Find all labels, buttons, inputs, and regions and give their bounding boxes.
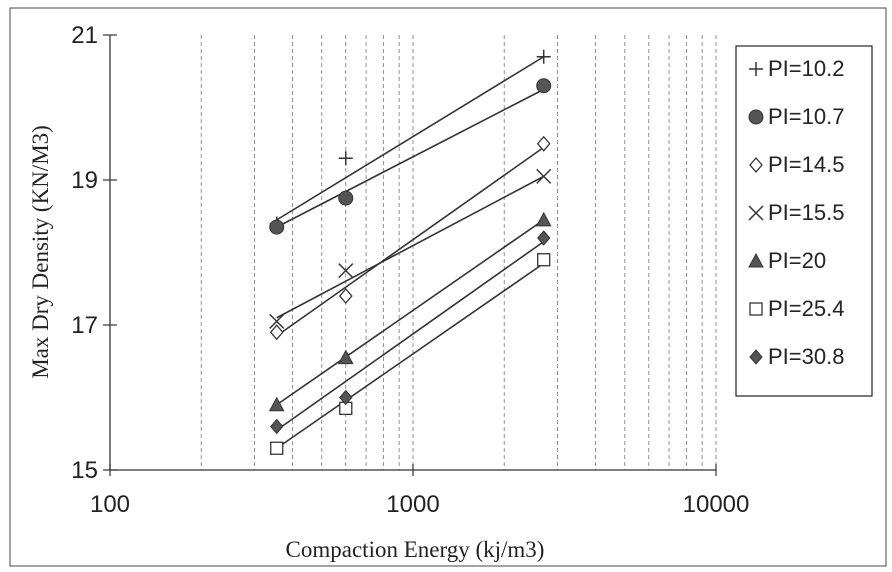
x-axis-title: Compaction Energy (kj/m3) <box>286 537 545 562</box>
data-point <box>537 253 551 267</box>
trendline-2 <box>276 88 545 228</box>
legend-label: PI=10.7 <box>768 104 844 129</box>
trendline-1 <box>276 56 545 221</box>
legend-marker <box>748 109 764 125</box>
trendlines <box>276 56 545 449</box>
legend-marker <box>748 205 764 221</box>
axes <box>103 34 717 476</box>
legend-label: PI=20 <box>768 248 826 273</box>
data-point <box>269 219 285 235</box>
legend-label: PI=15.5 <box>768 200 844 225</box>
data-point <box>537 230 551 246</box>
data-point <box>338 288 353 304</box>
data-point <box>338 151 353 166</box>
data-point <box>536 168 552 184</box>
data-point <box>536 78 552 94</box>
data-point <box>270 441 284 455</box>
legend-label: PI=30.8 <box>768 344 844 369</box>
trendline-5 <box>276 219 545 406</box>
legend-marker <box>749 62 763 76</box>
data-point <box>536 49 551 64</box>
legend-label: PI=10.2 <box>768 56 844 81</box>
data-point <box>338 190 354 206</box>
legend-marker <box>748 252 764 268</box>
trendline-3 <box>276 146 545 337</box>
x-tick-label: 10000 <box>683 491 750 518</box>
legend-marker <box>749 302 763 316</box>
data-point <box>535 211 552 227</box>
legend: PI=10.2 PI=10.7 PI=14.5 PI=15.5 PI=20 PI=25.4… <box>735 45 873 397</box>
legend-label: PI=14.5 <box>768 152 844 177</box>
y-axis-title: Max Dry Density (KN/M3) <box>28 125 53 379</box>
trendline-4 <box>276 175 545 319</box>
legend-label: PI=25.4 <box>768 296 844 321</box>
data-point <box>337 349 354 365</box>
y-tick-label: 19 <box>71 167 98 194</box>
tick-labels: 15 17 19 21 100 1000 10000 <box>71 22 749 518</box>
legend-box <box>735 45 873 397</box>
x-tick-label: 100 <box>90 491 130 518</box>
trendline-7 <box>276 240 545 431</box>
y-tick-label: 15 <box>71 457 98 484</box>
data-point <box>269 324 284 341</box>
gridlines <box>200 35 717 470</box>
y-tick-label: 21 <box>71 22 98 49</box>
data-point <box>270 418 284 435</box>
legend-marker <box>749 157 763 173</box>
x-tick-label: 1000 <box>386 491 439 518</box>
data-point <box>536 135 551 152</box>
data-point <box>339 389 353 406</box>
data-points <box>268 49 552 455</box>
data-point <box>338 263 354 279</box>
data-point <box>269 313 285 329</box>
legend-marker <box>749 349 763 365</box>
data-point <box>268 396 285 412</box>
y-tick-label: 17 <box>71 312 98 339</box>
trendline-6 <box>276 262 545 449</box>
